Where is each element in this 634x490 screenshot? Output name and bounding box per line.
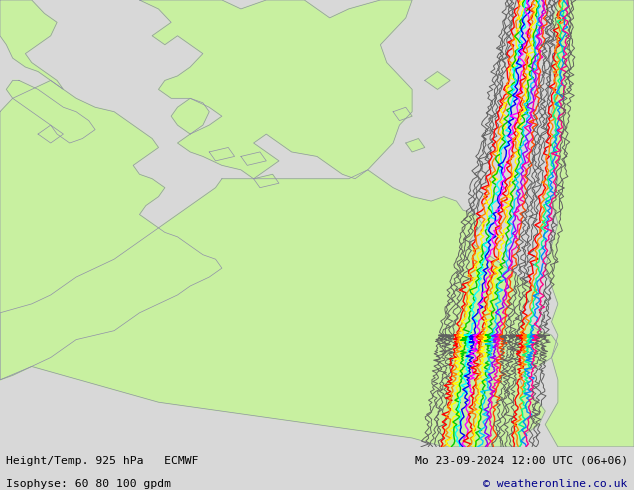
Text: Height/Temp. 925 hPa   ECMWF: Height/Temp. 925 hPa ECMWF bbox=[6, 456, 199, 466]
Polygon shape bbox=[393, 107, 412, 121]
Text: Isophyse: 60 80 100 gpdm: Isophyse: 60 80 100 gpdm bbox=[6, 479, 171, 489]
Polygon shape bbox=[0, 0, 63, 89]
Polygon shape bbox=[209, 147, 235, 161]
Polygon shape bbox=[406, 139, 425, 152]
Polygon shape bbox=[254, 174, 279, 188]
Polygon shape bbox=[425, 72, 450, 89]
Polygon shape bbox=[38, 125, 63, 143]
Polygon shape bbox=[139, 0, 412, 179]
Text: © weatheronline.co.uk: © weatheronline.co.uk bbox=[483, 479, 628, 489]
Polygon shape bbox=[0, 170, 558, 447]
Polygon shape bbox=[171, 98, 209, 134]
Polygon shape bbox=[241, 152, 266, 165]
Text: Mo 23-09-2024 12:00 UTC (06+06): Mo 23-09-2024 12:00 UTC (06+06) bbox=[415, 456, 628, 466]
Polygon shape bbox=[545, 0, 634, 447]
Polygon shape bbox=[0, 80, 222, 380]
Polygon shape bbox=[6, 80, 95, 143]
